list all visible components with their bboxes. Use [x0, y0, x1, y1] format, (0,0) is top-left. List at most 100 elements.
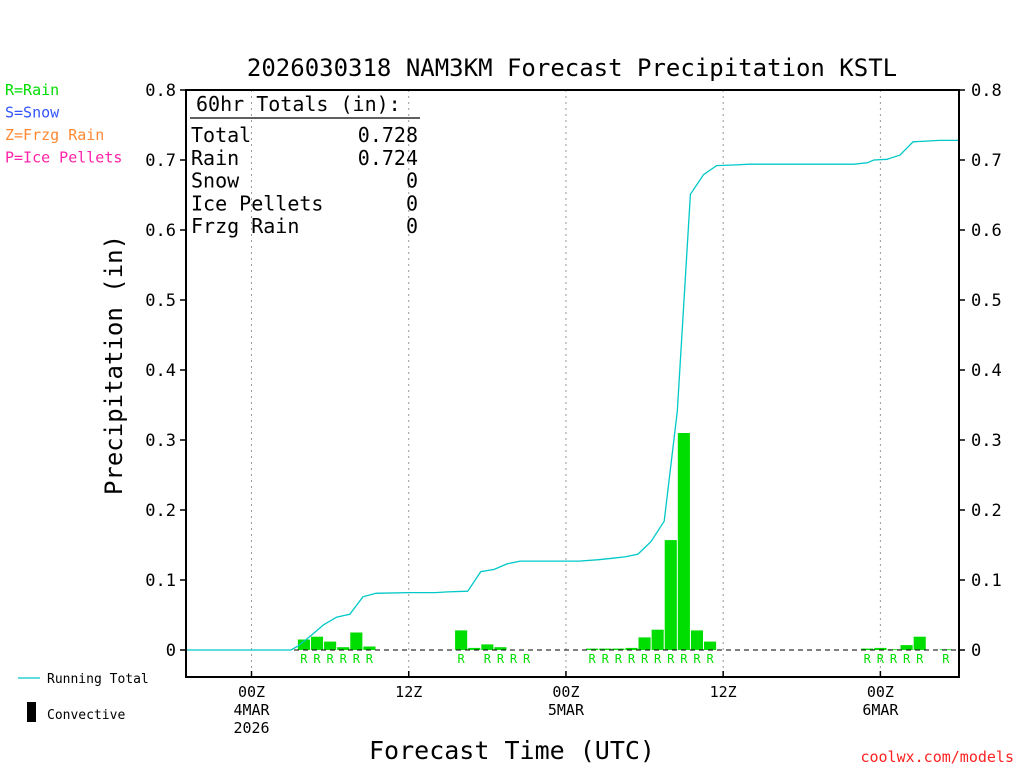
y-axis-left: 0 0.1 0.2 0.3 0.4 0.5 0.6 0.7 0.8 — [145, 81, 186, 661]
totals-label: Rain — [191, 146, 239, 170]
precip-bar — [874, 647, 887, 650]
y-tick-label: 0 — [971, 641, 981, 661]
x-tick-label: 6MAR — [862, 701, 899, 719]
precip-type-label: R — [693, 652, 701, 666]
precip-type-label: R — [942, 652, 950, 666]
x-tick-label: 5MAR — [548, 701, 585, 719]
y-tick-label: 0.6 — [145, 221, 176, 241]
y-tick-label: 0.8 — [971, 81, 1002, 101]
x-tick-label: 2026 — [233, 719, 269, 737]
precip-type-label: R — [458, 652, 466, 666]
y-tick-label: 0.4 — [971, 361, 1002, 381]
precip-bar — [468, 647, 481, 650]
convective-legend-label: Convective — [47, 708, 125, 723]
y-tick-label: 0.3 — [971, 431, 1002, 451]
precip-type-label: R — [327, 652, 335, 666]
precip-bar — [664, 540, 677, 650]
running-total-legend-label: Running Total — [47, 672, 149, 687]
totals-label: Total — [191, 123, 251, 147]
totals-value: 0 — [406, 214, 418, 238]
precip-type-label: R — [628, 652, 636, 666]
precip-bar — [599, 648, 612, 650]
precip-type-label: R — [903, 652, 911, 666]
chart-title: 2026030318 NAM3KM Forecast Precipitation… — [247, 54, 897, 82]
precip-bar — [625, 647, 638, 650]
y-tick-label: 0.4 — [145, 361, 176, 381]
precip-bar — [612, 648, 625, 650]
convective-legend-swatch — [27, 702, 36, 722]
y-tick-label: 0.7 — [971, 151, 1002, 171]
y-tick-label: 0.5 — [145, 291, 176, 311]
precip-type-label: R — [916, 652, 924, 666]
precip-bar — [677, 433, 690, 650]
bottom-legend: Running Total Convective — [18, 672, 149, 723]
precip-type-label: R — [615, 652, 623, 666]
precip-bar — [861, 648, 874, 650]
precip-bar — [363, 646, 376, 650]
precip-bar — [651, 629, 664, 650]
credit-text: coolwx.com/models — [860, 748, 1014, 766]
precip-type-label: R — [706, 652, 714, 666]
precip-type-label: R — [366, 652, 374, 666]
precip-bar — [494, 647, 507, 650]
totals-label: Frzg Rain — [191, 214, 299, 238]
precip-type-label: R — [602, 652, 610, 666]
legend-entry: P=Ice Pellets — [5, 149, 122, 167]
y-tick-label: 0.7 — [145, 151, 176, 171]
precip-bar — [455, 630, 468, 650]
precip-type-label: R — [510, 652, 518, 666]
precip-type-label: R — [497, 652, 505, 666]
precip-type-label: R — [484, 652, 492, 666]
precip-bar — [324, 641, 337, 650]
x-tick-label: 00Z — [552, 683, 579, 701]
totals-value: 0 — [406, 169, 418, 193]
x-tick-label: 4MAR — [233, 701, 270, 719]
precip-type-label: R — [864, 652, 872, 666]
totals-box: 60hr Totals (in): Total 0.728 Rain 0.724 Sno… — [190, 92, 420, 238]
precip-bar — [913, 636, 926, 650]
x-tick-label: 00Z — [238, 683, 265, 701]
legend-entry: Z=Frzg Rain — [5, 126, 104, 144]
precip-bar — [586, 648, 599, 650]
y-tick-label: 0.1 — [145, 571, 176, 591]
precip-bar — [900, 645, 913, 650]
precip-bar — [350, 632, 363, 650]
totals-heading: 60hr Totals (in): — [196, 92, 401, 116]
totals-value: 0.724 — [358, 146, 418, 170]
precip-bar — [704, 641, 717, 650]
legend-entry: R=Rain — [5, 81, 59, 99]
y-tick-label: 0 — [166, 641, 176, 661]
precip-type-label: R — [523, 652, 531, 666]
precip-type-label: R — [340, 652, 348, 666]
precip-bar — [690, 630, 704, 650]
y-tick-label: 0.2 — [971, 501, 1002, 521]
y-tick-label: 0.5 — [971, 291, 1002, 311]
precip-type-label: R — [300, 652, 308, 666]
plot-area — [185, 89, 960, 678]
precip-type-label: R — [353, 652, 361, 666]
precip-bar — [481, 644, 494, 650]
precip-bar — [887, 649, 900, 651]
totals-label: Snow — [191, 169, 240, 193]
precip-type-label: R — [589, 652, 597, 666]
precip-type-label: R — [667, 652, 675, 666]
precip-type-label: R — [890, 652, 898, 666]
y-tick-label: 0.6 — [971, 221, 1002, 241]
totals-label: Ice Pellets — [191, 191, 323, 215]
precip-type-label: R — [877, 652, 885, 666]
precip-type-label: R — [680, 652, 688, 666]
precip-type-label: R — [641, 652, 649, 666]
precip-bar — [337, 647, 350, 650]
totals-rows: Total 0.728 Rain 0.724 Snow 0 Ice Pellets 0 Frzg… — [191, 123, 418, 238]
running-total-line — [186, 139, 959, 651]
x-tick-label: 12Z — [395, 683, 422, 701]
precip-bar — [638, 637, 651, 650]
precip-bar — [297, 639, 310, 650]
y-axis-label: Precipitation (in) — [100, 235, 128, 495]
vertical-gridlines — [251, 90, 881, 677]
y-tick-label: 0.3 — [145, 431, 176, 451]
x-tick-label: 00Z — [867, 683, 894, 701]
